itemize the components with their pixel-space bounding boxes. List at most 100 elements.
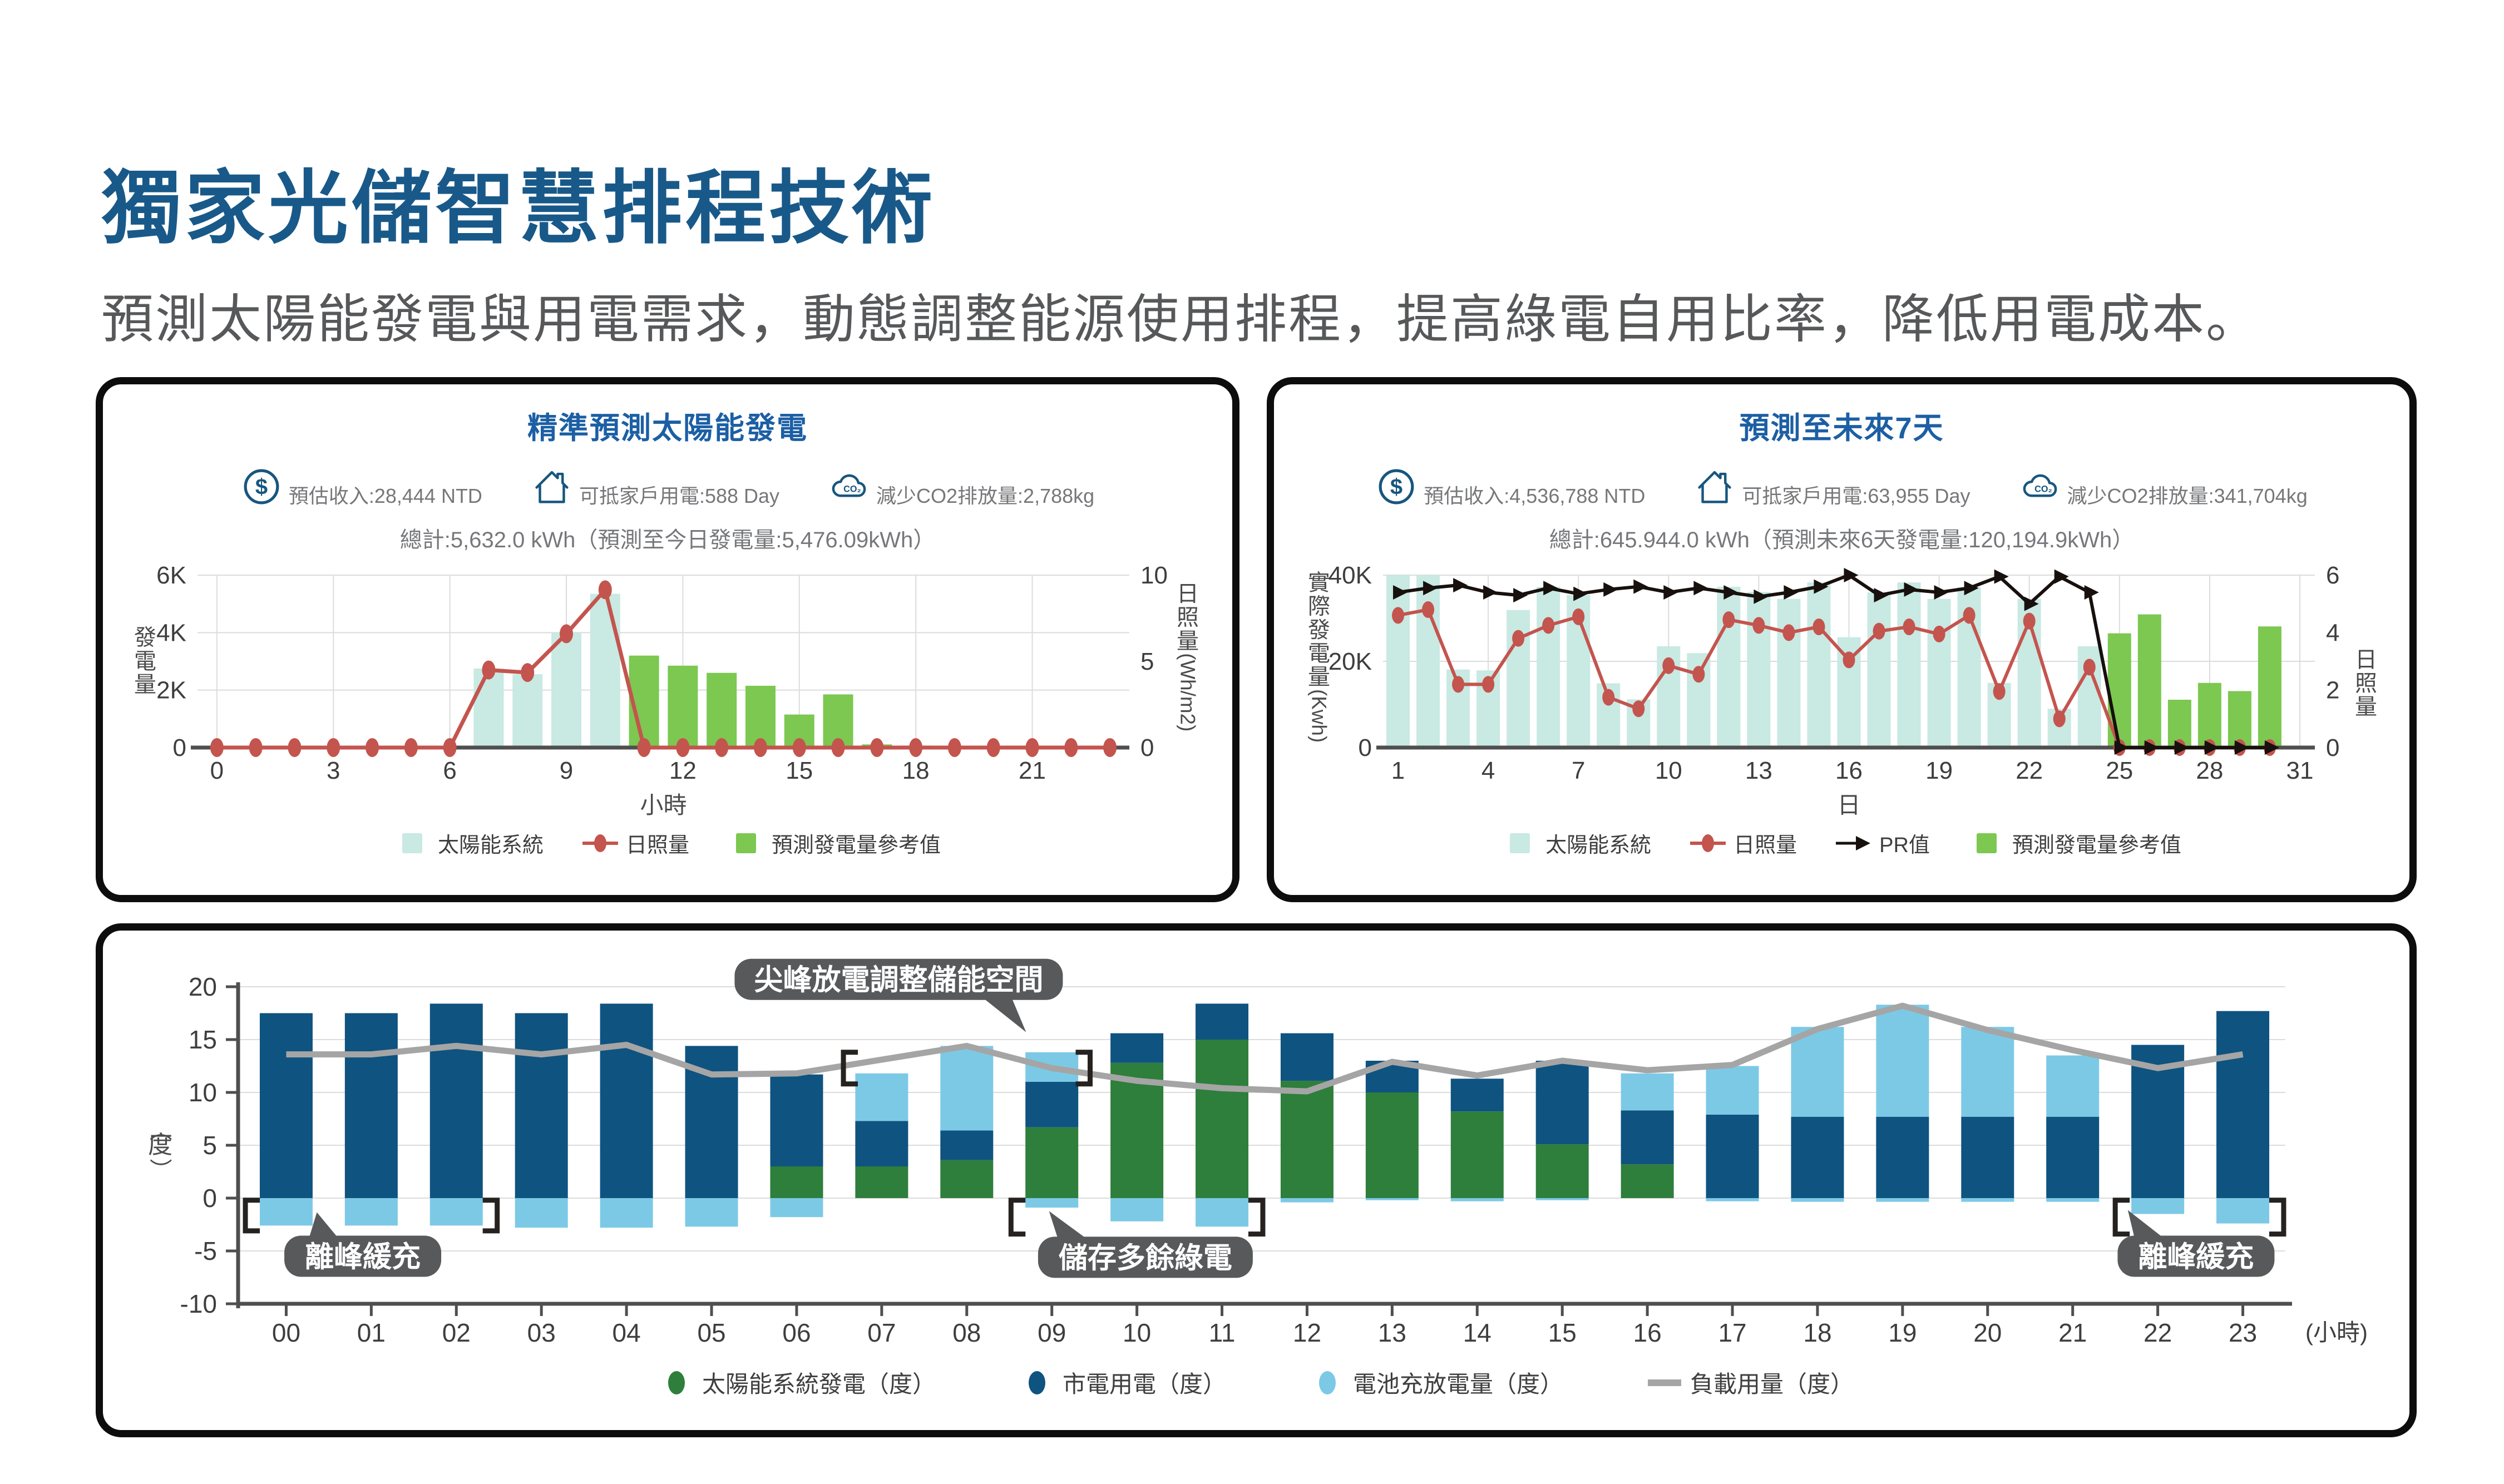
svg-text:19: 19	[1888, 1318, 1917, 1347]
load-dash-icon	[1647, 1369, 1682, 1396]
svg-text:6K: 6K	[156, 562, 186, 589]
svg-text:$: $	[1390, 474, 1402, 499]
svg-text:22: 22	[2016, 757, 2043, 784]
forecast-swatch-icon	[1969, 830, 2004, 857]
grid-dot-icon	[1019, 1369, 1055, 1396]
svg-text:21: 21	[2058, 1318, 2087, 1347]
svg-text:發: 發	[134, 625, 156, 650]
schedule-chart: -10 -5 0 5 10 15 20 00 01 02 03 04 05 06 07 08 09 10 11 12 1…	[103, 934, 2409, 1362]
stat-household: 可抵家戶用電:588 Day	[531, 466, 779, 507]
co2-cloud-icon: CO₂	[832, 474, 866, 497]
svg-text:15: 15	[1548, 1318, 1577, 1347]
svg-text:23: 23	[2229, 1318, 2257, 1347]
stat-revenue-label: 預估收入:28,444 NTD	[288, 484, 482, 507]
svg-text:4: 4	[1481, 757, 1494, 784]
annotation-bubble: 尖峰放電調整儲能空間	[734, 958, 1063, 1032]
svg-text:03: 03	[527, 1318, 556, 1347]
svg-text:-5: -5	[194, 1236, 217, 1265]
series-PR值	[1392, 568, 2279, 755]
svg-text:04: 04	[613, 1318, 641, 1347]
svg-text:25: 25	[2106, 757, 2133, 784]
svg-text:20K: 20K	[1328, 648, 1371, 675]
svg-text:12: 12	[1293, 1318, 1321, 1347]
svg-text:離峰緩充: 離峰緩充	[305, 1241, 421, 1274]
svg-text:6: 6	[2326, 562, 2339, 589]
legend-item-solar: 太陽能系統	[1502, 828, 1651, 858]
svg-text:照: 照	[2355, 671, 2377, 696]
svg-text:CO₂: CO₂	[843, 484, 861, 494]
legend-label: PR值	[1879, 834, 1930, 857]
svg-text:2: 2	[2326, 677, 2339, 704]
card-forecast-7day: 預測至未來7天 $ 預估收入:4,536,788 NTD 可抵家戶用電:63,9…	[1267, 377, 2417, 902]
svg-text:日: 日	[1177, 582, 1199, 606]
svg-text:5: 5	[203, 1131, 217, 1160]
stat-co2: CO₂ 減少CO2排放量:2,788kg	[828, 466, 1094, 507]
legend-solar-hourly: 太陽能系統 日照量 預測發電量參考值	[103, 828, 1232, 858]
series-預測發電量參考值	[2107, 614, 2281, 748]
svg-text:10: 10	[1140, 562, 1168, 589]
stats-row: $ 預估收入:28,444 NTD 可抵家戶用電:588 Day CO₂ 減少C…	[103, 466, 1232, 507]
svg-text:量: 量	[134, 672, 156, 697]
svg-text:際: 際	[1308, 594, 1330, 619]
bracket-ranges	[243, 1050, 2286, 1237]
house-icon	[535, 471, 569, 503]
legend-item-load: 負載用量（度）	[1647, 1366, 1854, 1399]
svg-text:(Wh/m2): (Wh/m2)	[1177, 653, 1199, 731]
svg-text:3: 3	[327, 757, 340, 784]
svg-text:（: （	[147, 1119, 173, 1141]
solar-swatch-icon	[394, 830, 430, 857]
annotation-bubble: 離峰緩充	[284, 1212, 442, 1277]
legend-item-battery: 電池充放電量（度）	[1310, 1366, 1563, 1399]
irradiance-marker-icon	[1690, 830, 1726, 857]
stat-household: 可抵家戶用電:63,955 Day	[1694, 466, 1970, 507]
svg-text:22: 22	[2144, 1318, 2172, 1347]
battery-dot-icon	[1310, 1369, 1345, 1396]
svg-text:離峰緩充: 離峰緩充	[2138, 1241, 2254, 1274]
svg-text:電: 電	[134, 649, 156, 674]
annotation-bubble: 儲存多餘綠電	[1038, 1211, 1253, 1278]
svg-text:08: 08	[952, 1318, 981, 1347]
grid	[197, 575, 1129, 748]
svg-text:13: 13	[1378, 1318, 1406, 1347]
svg-text:-10: -10	[180, 1289, 217, 1318]
svg-text:21: 21	[1019, 757, 1046, 784]
series-負載用量（度）	[286, 1002, 2244, 1095]
svg-text:07: 07	[867, 1318, 896, 1347]
legend-item-solar-gen: 太陽能系統發電（度）	[659, 1366, 936, 1399]
legend-label: 太陽能系統	[437, 834, 544, 857]
svg-text:）: ）	[147, 1158, 173, 1180]
svg-text:18: 18	[1803, 1318, 1831, 1347]
svg-text:0: 0	[203, 1184, 217, 1213]
legend-item-irradiance: 日照量	[1690, 828, 1797, 858]
svg-text:15: 15	[786, 757, 813, 784]
legend-item-forecast: 預測發電量參考值	[1969, 828, 2181, 858]
svg-text:量: 量	[2355, 695, 2377, 719]
stat-co2-label: 減少CO2排放量:2,788kg	[876, 484, 1095, 507]
solar-hourly-chart: 0 3 6 9 12 15 18 21 小時 0 2K 4K 6K 0 5 10 發電量日照量 (Wh/m2)	[103, 558, 1232, 820]
annotation-bubble: 離峰緩充	[2117, 1210, 2275, 1277]
series-太陽能系統	[473, 593, 620, 748]
legend-month-forecast: 太陽能系統 日照量 PR值 預測發電量參考值	[1274, 828, 2409, 858]
svg-text:10: 10	[1123, 1318, 1151, 1347]
legend-label: 預測發電量參考值	[772, 834, 941, 857]
stat-revenue-label: 預估收入:4,536,788 NTD	[1424, 484, 1646, 507]
svg-text:11: 11	[1209, 1318, 1236, 1347]
svg-text:31: 31	[2286, 757, 2313, 784]
solar-dot-icon	[659, 1369, 694, 1396]
svg-text:0: 0	[2326, 734, 2339, 761]
series-預測發電量參考值	[629, 655, 931, 748]
svg-text:0: 0	[173, 734, 186, 761]
svg-text:實: 實	[1308, 571, 1330, 595]
svg-text:14: 14	[1463, 1318, 1491, 1347]
legend-label: 電池充放電量（度）	[1353, 1371, 1564, 1397]
series-日照量	[210, 580, 1117, 757]
svg-text:CO₂: CO₂	[2034, 484, 2052, 494]
svg-text:6: 6	[443, 757, 456, 784]
house-icon	[1698, 471, 1732, 503]
month-forecast-chart: 1 4 7 10 13 16 19 22 25 28 31 日 0 20K 40K 0 2 4 6 實際發電量 (Kwh…	[1274, 558, 2409, 820]
grid	[239, 986, 2285, 1251]
svg-text:13: 13	[1745, 757, 1772, 784]
dollar-icon: $	[1379, 469, 1414, 504]
svg-text:9: 9	[560, 757, 573, 784]
